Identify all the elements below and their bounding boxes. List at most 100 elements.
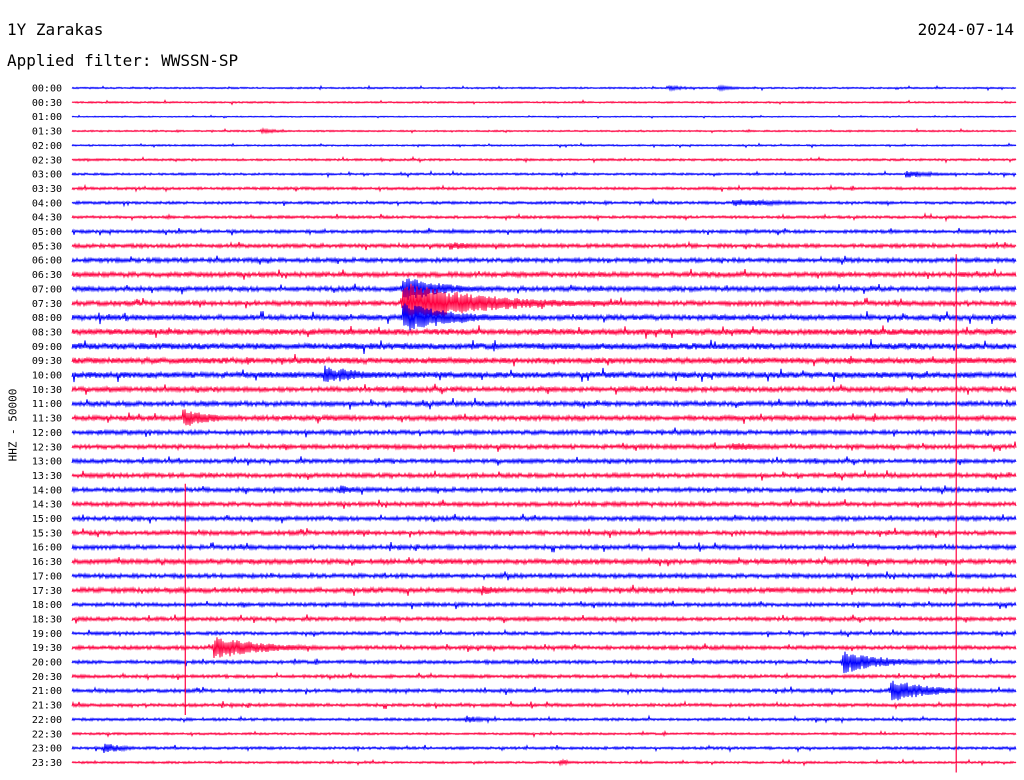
time-label-35: 17:30	[32, 586, 62, 597]
trace-line-3	[71, 127, 1017, 135]
time-label-23: 11:30	[32, 414, 62, 425]
time-label-5: 02:30	[32, 155, 62, 166]
time-label-34: 17:00	[32, 571, 62, 582]
time-label-25: 12:30	[32, 442, 62, 453]
trace-line-33	[71, 556, 1017, 567]
time-label-2: 01:00	[32, 112, 62, 123]
trace-line-21	[71, 383, 1017, 395]
trace-line-32	[71, 541, 1017, 553]
time-label-43: 21:30	[32, 701, 62, 712]
time-label-9: 04:30	[32, 213, 62, 224]
time-label-42: 21:00	[32, 686, 62, 697]
trace-line-20	[71, 365, 1017, 383]
time-label-1: 00:30	[32, 98, 62, 109]
time-label-15: 07:30	[32, 299, 62, 310]
trace-line-11	[71, 240, 1017, 251]
trace-line-23	[71, 409, 1017, 426]
trace-line-31	[71, 527, 1017, 539]
trace-line-41	[71, 671, 1017, 681]
time-label-37: 18:30	[32, 614, 62, 625]
trace-line-1	[71, 99, 1017, 106]
trace-line-22	[71, 397, 1017, 410]
trace-line-16	[71, 303, 1017, 331]
time-label-6: 03:00	[32, 170, 62, 181]
time-label-21: 10:30	[32, 385, 62, 396]
time-label-40: 20:00	[32, 658, 62, 669]
time-labels: 00:00 00:30 01:00 01:30 02:00 02:30 03:00 03:30…	[32, 84, 62, 769]
trace-line-10	[71, 227, 1017, 237]
time-label-18: 09:00	[32, 342, 62, 353]
date-label: 2024-07-14	[917, 20, 1014, 39]
trace-line-38	[71, 628, 1017, 638]
trace-line-39	[71, 637, 1017, 658]
time-label-8: 04:00	[32, 198, 62, 209]
time-label-20: 10:00	[32, 371, 62, 382]
time-label-11: 05:30	[32, 241, 62, 252]
trace-line-15	[71, 283, 1017, 324]
time-label-30: 15:00	[32, 514, 62, 525]
time-label-22: 11:00	[32, 399, 62, 410]
station-title: 1Y Zarakas	[7, 20, 104, 39]
trace-line-46	[71, 743, 1017, 754]
time-label-36: 18:00	[32, 600, 62, 611]
time-label-19: 09:30	[32, 356, 62, 367]
trace-line-37	[71, 614, 1017, 624]
time-label-44: 22:00	[32, 715, 62, 726]
time-label-4: 02:00	[32, 141, 62, 152]
time-label-3: 01:30	[32, 127, 62, 138]
trace-line-40	[71, 651, 1017, 674]
trace-line-30	[71, 513, 1017, 524]
time-label-0: 00:00	[32, 84, 62, 95]
trace-line-14	[71, 278, 1017, 301]
trace-line-34	[71, 571, 1017, 581]
trace-line-44	[71, 714, 1017, 725]
trace-line-5	[71, 155, 1017, 164]
time-label-32: 16:00	[32, 543, 62, 554]
trace-line-29	[71, 499, 1017, 509]
trace-line-24	[71, 427, 1017, 438]
trace-line-36	[71, 600, 1017, 610]
time-label-41: 20:30	[32, 672, 62, 683]
trace-line-28	[71, 484, 1017, 495]
time-label-10: 05:00	[32, 227, 62, 238]
time-label-46: 23:00	[32, 744, 62, 755]
trace-line-9	[71, 212, 1017, 223]
trace-line-7	[71, 183, 1017, 193]
trace-line-8	[71, 197, 1017, 208]
trace-line-2	[71, 114, 1017, 119]
time-label-13: 06:30	[32, 270, 62, 281]
time-label-7: 03:30	[32, 184, 62, 195]
trace-line-0	[71, 84, 1017, 92]
time-label-24: 12:00	[32, 428, 62, 439]
filter-label: Applied filter: WWSSN-SP	[7, 51, 239, 70]
time-label-28: 14:00	[32, 485, 62, 496]
trace-line-6	[71, 169, 1017, 179]
trace-line-42	[71, 680, 1017, 701]
time-label-12: 06:00	[32, 256, 62, 267]
trace-line-12	[71, 255, 1017, 265]
trace-line-47	[71, 758, 1017, 767]
trace-line-26	[71, 456, 1017, 467]
trace-line-43	[71, 700, 1017, 710]
time-label-27: 13:30	[32, 471, 62, 482]
time-label-38: 19:00	[32, 629, 62, 640]
time-label-29: 14:30	[32, 500, 62, 511]
time-label-47: 23:30	[32, 758, 62, 769]
time-label-17: 08:30	[32, 327, 62, 338]
trace-line-17	[71, 325, 1017, 339]
time-label-16: 08:00	[32, 313, 62, 324]
trace-line-25	[71, 441, 1017, 452]
trace-line-4	[71, 142, 1017, 149]
time-label-31: 15:30	[32, 528, 62, 539]
time-label-39: 19:30	[32, 643, 62, 654]
spike-traces	[184, 254, 957, 773]
trace-line-18	[71, 338, 1017, 355]
trace-line-19	[71, 353, 1017, 367]
trace-line-45	[71, 729, 1017, 738]
trace-line-27	[71, 470, 1017, 481]
seismic-traces	[71, 84, 1017, 767]
trace-line-35	[71, 584, 1017, 596]
time-label-14: 07:00	[32, 284, 62, 295]
time-label-33: 16:30	[32, 557, 62, 568]
